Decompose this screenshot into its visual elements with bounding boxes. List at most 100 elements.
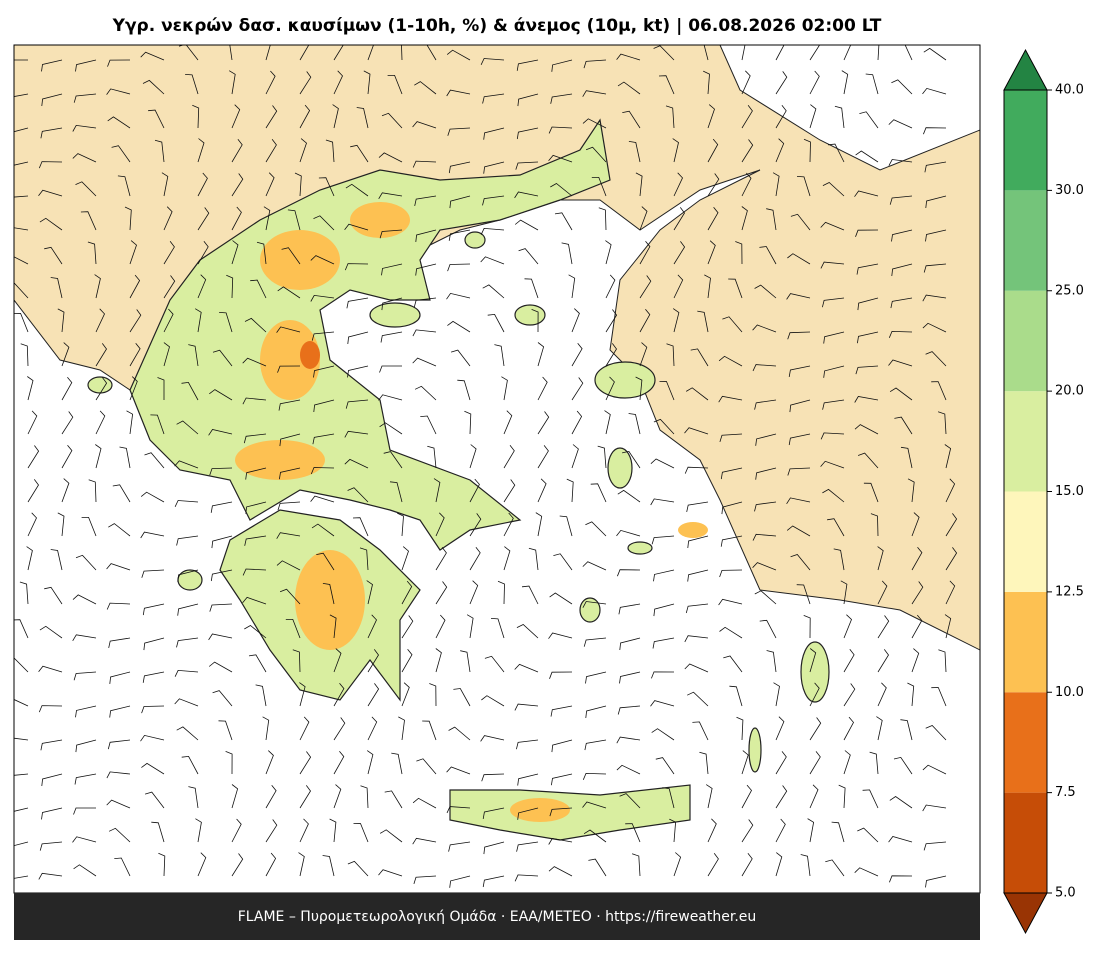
wind-barb <box>161 172 169 197</box>
wind-barb <box>752 324 777 333</box>
wind-barb <box>877 615 890 639</box>
wind-barb <box>945 513 958 537</box>
wind-barb <box>19 581 29 605</box>
dry-area <box>350 202 410 238</box>
dry-area <box>260 320 320 400</box>
wind-barb <box>616 529 641 537</box>
colorbar-segment <box>1004 391 1047 492</box>
wind-barb <box>14 93 29 97</box>
wind-barb <box>61 342 70 367</box>
wind-barb <box>551 773 573 786</box>
wind-barb <box>114 857 131 877</box>
wind-barb <box>551 739 573 753</box>
wind-barb <box>707 206 719 231</box>
wind-barb <box>277 501 301 511</box>
wind-barb <box>447 263 471 272</box>
wind-barb <box>652 637 675 649</box>
wind-barb <box>900 719 913 741</box>
wind-barb <box>299 104 311 129</box>
wind-barb <box>39 625 63 639</box>
wind-barb <box>333 784 342 809</box>
wind-barb <box>911 581 924 605</box>
wind-barb <box>728 278 743 299</box>
wind-barb <box>117 175 131 197</box>
wind-barb <box>176 726 199 741</box>
wind-barb <box>111 145 131 163</box>
wind-barb <box>129 274 141 299</box>
wind-barb <box>859 111 879 129</box>
wind-barb <box>843 716 854 741</box>
wind-barb <box>181 381 199 401</box>
wind-barb <box>517 93 539 107</box>
wind-barb <box>197 138 205 163</box>
wind-barb <box>265 139 277 163</box>
wind-barb <box>318 177 335 197</box>
wind-barb <box>448 161 471 174</box>
wind-barb <box>310 255 335 265</box>
wind-barb <box>788 433 811 446</box>
wind-barb <box>755 433 777 446</box>
wind-barb <box>448 841 471 852</box>
wind-barb <box>197 172 208 197</box>
wind-barb <box>14 127 29 133</box>
wind-barb <box>401 615 414 639</box>
wind-barb <box>754 501 777 512</box>
wind-barb <box>699 751 709 775</box>
wind-barb <box>141 569 165 578</box>
wind-barb <box>650 498 675 506</box>
wind-barb <box>741 139 754 163</box>
wind-barb <box>231 104 241 129</box>
wind-barb <box>628 413 641 435</box>
wind-barb <box>911 546 923 571</box>
wind-barb <box>605 274 616 299</box>
wind-barb <box>803 138 811 163</box>
wind-barb <box>775 138 785 163</box>
wind-barb <box>923 841 947 851</box>
wind-barb <box>553 553 573 571</box>
wind-barb <box>838 784 846 809</box>
wind-barb <box>561 242 573 265</box>
wind-barb <box>707 818 717 843</box>
wind-barb <box>809 104 817 129</box>
wind-barb <box>415 229 437 242</box>
wind-barb <box>772 172 780 197</box>
wind-barb <box>316 552 335 571</box>
wind-barb <box>366 750 374 775</box>
wind-barb <box>124 206 132 231</box>
dry-area <box>295 550 365 650</box>
wind-barb <box>796 584 811 605</box>
wind-barbs <box>14 45 958 888</box>
wind-barb <box>516 624 539 639</box>
wind-barb <box>548 866 573 877</box>
wind-barb <box>741 784 752 809</box>
wind-barb <box>414 81 437 95</box>
wind-barb <box>820 460 845 469</box>
wind-barb <box>350 144 369 163</box>
colorbar-tick-label: 20.0 <box>1055 384 1084 399</box>
wind-barb <box>244 535 267 546</box>
wind-barb <box>911 512 920 537</box>
wind-barb <box>344 263 369 271</box>
wind-barb <box>415 263 437 276</box>
wind-barb <box>481 773 505 782</box>
colorbar-tick-label: 25.0 <box>1055 283 1084 298</box>
wind-barb <box>412 160 437 168</box>
wind-barb <box>639 308 651 333</box>
wind-barb <box>435 512 445 537</box>
wind-barb <box>94 274 101 299</box>
wind-barb <box>95 377 108 401</box>
wind-barb <box>585 671 607 684</box>
wind-barb <box>40 127 63 139</box>
wind-barb <box>704 274 711 299</box>
wind-barb <box>666 343 675 367</box>
wind-barb <box>174 460 199 469</box>
wind-barb <box>174 500 199 507</box>
wind-barb <box>448 229 471 241</box>
wind-barb <box>888 836 913 843</box>
wind-barb <box>888 119 913 129</box>
wind-barb <box>14 773 29 776</box>
wind-barb <box>820 432 845 440</box>
wind-barb <box>129 342 141 367</box>
wind-barb <box>72 836 97 843</box>
wind-barb <box>890 297 913 309</box>
